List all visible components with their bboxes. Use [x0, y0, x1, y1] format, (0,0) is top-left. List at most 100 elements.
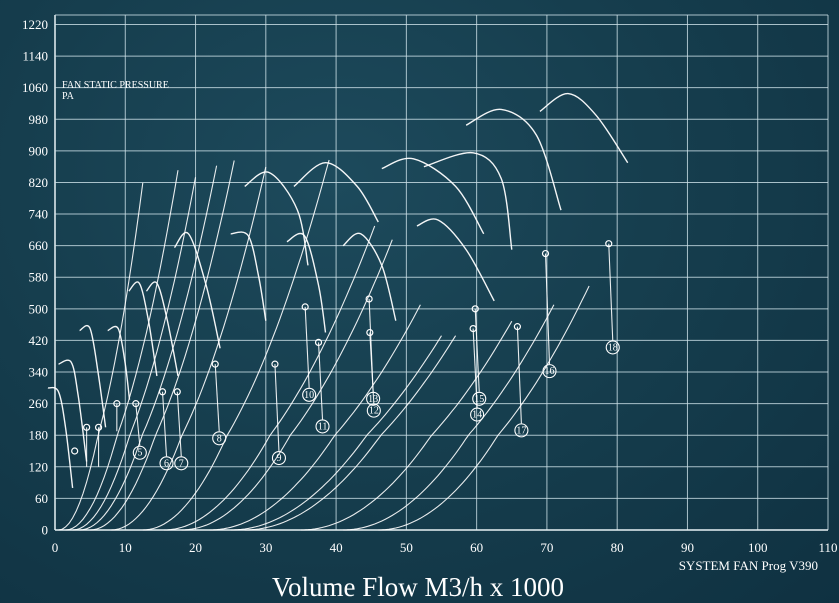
- fan-curve-15: [423, 152, 513, 250]
- fan-curves: [47, 92, 629, 488]
- fan-number-label: 7: [179, 458, 184, 469]
- x-tick-label: 0: [52, 540, 59, 555]
- x-tick-label: 30: [259, 540, 272, 555]
- fan-curve-7: [173, 231, 221, 349]
- operating-point: [173, 388, 181, 396]
- operating-point: [113, 400, 121, 408]
- operating-point: [365, 295, 373, 303]
- system-curve: [244, 335, 457, 531]
- fan-number-label: 11: [318, 421, 328, 432]
- operating-point-stem: [274, 364, 280, 452]
- operating-point: [605, 240, 613, 248]
- operating-point-stem: [474, 308, 480, 392]
- operating-point-stem: [176, 391, 182, 457]
- fan-number-label: 5: [137, 448, 142, 459]
- operating-point: [541, 249, 550, 258]
- system-curves: [58, 159, 590, 531]
- fan-number-label: 15: [474, 394, 484, 405]
- operating-point-stem: [472, 328, 478, 408]
- y-tick-label: 500: [29, 301, 49, 316]
- x-tick-label: 80: [611, 540, 624, 555]
- system-curve: [181, 239, 393, 531]
- operating-point-stem: [608, 243, 614, 341]
- tick-labels: 0 10 20 30 40 50 60 70 80 90 100 110 0 60 120 180 260 340…: [22, 17, 838, 555]
- y-tick-label: 900: [29, 143, 49, 158]
- y-axis-label-line2: PA: [62, 91, 75, 102]
- fan-curve-12: [342, 232, 397, 321]
- fan-number-marker: [605, 340, 620, 355]
- fan-curve-13: [381, 157, 485, 235]
- operating-point: [94, 423, 103, 431]
- chart-subtitle: SYSTEM FAN Prog V390: [679, 558, 818, 573]
- fan-curve-9: [244, 171, 309, 266]
- operating-point: [366, 328, 374, 337]
- fan-curve-5: [128, 281, 158, 377]
- fan-number-marker: [472, 391, 487, 406]
- system-curve: [72, 177, 197, 531]
- fan-number-marker: [302, 387, 317, 402]
- fan-number-marker: [212, 431, 227, 446]
- system-curve: [142, 159, 330, 531]
- fan-number-label: 16: [545, 366, 555, 377]
- fan-curve-8: [230, 231, 267, 321]
- operating-point-stem: [369, 332, 375, 404]
- chart-grid: [54, 14, 829, 531]
- x-tick-label: 90: [681, 540, 694, 555]
- operating-point: [71, 447, 79, 455]
- fan-number-label: 12: [369, 406, 379, 417]
- fan-number-label: 8: [217, 433, 222, 444]
- fan-curve-4: [107, 325, 131, 400]
- operating-point: [301, 303, 309, 311]
- system-curve: [300, 320, 513, 531]
- y-tick-label: 980: [29, 112, 49, 127]
- y-tick-label: 1140: [22, 49, 48, 64]
- fan-number-marker: [159, 456, 174, 471]
- fan-number-label: 18: [608, 342, 618, 353]
- fan-number-marker: [271, 450, 287, 466]
- x-tick-label: 10: [119, 540, 132, 555]
- fan-number-marker: [366, 403, 381, 418]
- x-axis-label: Volume Flow M3/h x 1000: [272, 572, 564, 602]
- y-tick-label: 420: [29, 333, 49, 348]
- y-tick-label: 820: [29, 175, 49, 190]
- operating-point-stem: [161, 391, 168, 457]
- system-curve: [209, 304, 421, 531]
- operating-point: [158, 388, 167, 396]
- x-tick-label: 60: [470, 540, 483, 555]
- fan-number-marker: [174, 456, 189, 471]
- y-tick-label: 740: [29, 207, 49, 222]
- fan-curve-3: [79, 324, 107, 428]
- fan-curve-17: [539, 92, 629, 164]
- operating-point: [513, 323, 521, 331]
- operating-point-stem: [317, 342, 324, 420]
- y-tick-label: 580: [29, 270, 49, 285]
- y-axis-label-line1: FAN STATIC PRESSURE: [62, 80, 169, 91]
- operating-point: [132, 400, 140, 408]
- fan-number-marker: [470, 407, 485, 422]
- operating-point: [314, 338, 323, 347]
- y-tick-label: 1060: [22, 80, 48, 95]
- fan-number-label: 6: [164, 458, 169, 469]
- x-tick-label: 100: [748, 540, 768, 555]
- fan-number-label: 14: [472, 410, 482, 421]
- x-tick-label: 70: [540, 540, 553, 555]
- operating-point-stem: [135, 403, 141, 446]
- fan-curve-6: [145, 281, 179, 377]
- operating-point-stem: [304, 306, 310, 388]
- y-tick-label: 1220: [22, 17, 48, 32]
- y-tick-label: 660: [29, 238, 49, 253]
- fan-number-label: 17: [516, 425, 526, 436]
- y-tick-label: 260: [29, 396, 49, 411]
- x-tick-label: 110: [818, 540, 837, 555]
- operating-point-stem: [516, 326, 522, 424]
- system-curve: [111, 166, 267, 531]
- fan-curve-16: [465, 108, 562, 211]
- fan-curve-10: [286, 232, 327, 333]
- y-tick-label: 120: [29, 459, 49, 474]
- fan-number-marker: [132, 445, 147, 460]
- system-curve: [65, 170, 179, 531]
- fan-number-label: 9: [276, 453, 281, 464]
- system-curve: [79, 165, 218, 531]
